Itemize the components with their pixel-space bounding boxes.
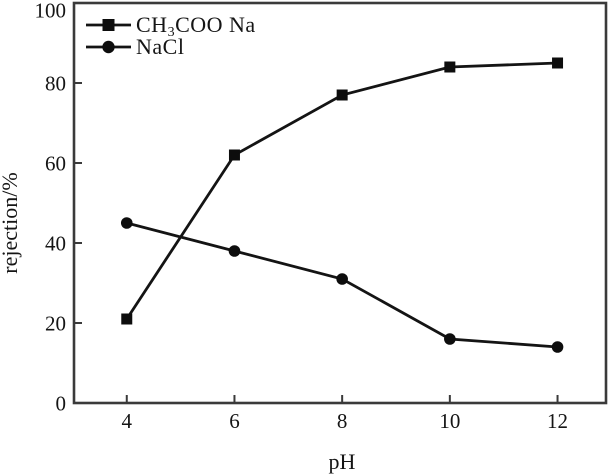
x-tick-label: 6 [229,409,240,433]
legend-item-nacl: NaCl [86,34,184,59]
x-axis-title: pH [329,449,356,474]
circle-data-point-nacl [228,245,241,257]
x-tick-label: 8 [337,409,348,433]
y-tick-label: 20 [45,311,66,335]
circle-data-point-nacl [120,217,133,229]
circle-data-point-nacl [444,333,456,345]
series-line-nacl [125,221,559,349]
x-tick-label: 10 [439,409,460,433]
square-data-point-ch3coo-na [444,61,456,73]
y-axis: 0 20 40 60 80 100 [35,0,82,415]
y-tick-label: 80 [45,71,66,95]
series-layer [120,57,564,353]
square-data-point-ch3coo-na [121,313,133,325]
y-tick-label: 40 [45,231,66,255]
circle-marker-icon [102,40,115,54]
square-data-point-ch3coo-na [336,89,348,101]
y-axis-title: rejection/% [0,172,22,273]
y-tick-label: 60 [45,151,66,175]
square-marker-icon [102,19,115,31]
x-axis: 4 6 8 10 12 [122,395,568,433]
plot-frame [72,1,608,405]
circle-data-point-nacl [551,341,564,353]
legend-item-ch3coo-na: CH3COO Na [86,12,256,40]
plot-border [72,1,608,405]
series-ch3coo-na [121,57,564,325]
series-nacl [120,217,564,353]
x-tick-label: 4 [122,409,133,433]
x-tick-label: 12 [547,409,568,433]
legend-label: CH3COO Na [136,12,256,40]
y-tick-label: 100 [35,0,67,22]
legend-label: NaCl [136,34,184,59]
circle-data-point-nacl [336,273,348,285]
square-data-point-ch3coo-na [552,57,564,69]
y-tick-label: 0 [56,391,67,415]
square-data-point-ch3coo-na [228,149,240,161]
